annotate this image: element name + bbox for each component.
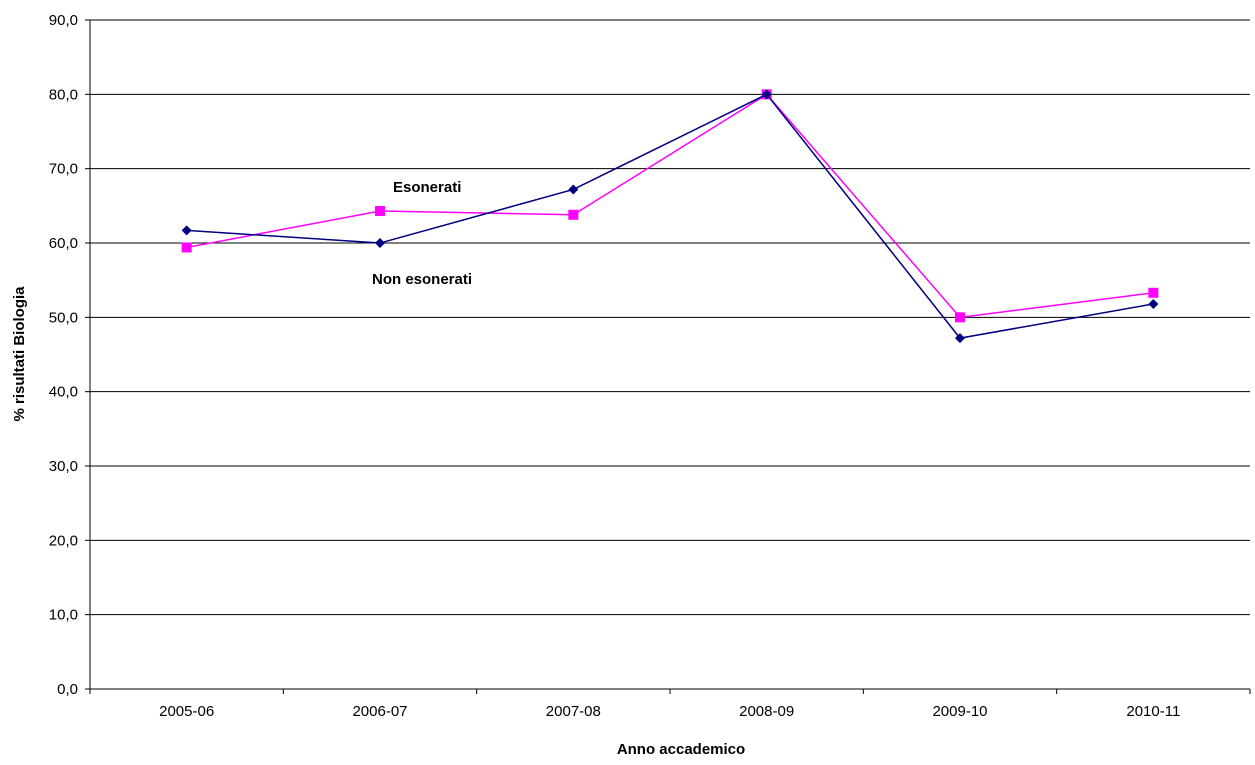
labels: 0,0 10,0 20,0 30,0 40,0 50,0 60,0 70,0 80,0 90,0 2…: [49, 12, 1181, 720]
y-tick-label: 40,0: [49, 384, 78, 401]
y-tick-label: 50,0: [49, 309, 78, 326]
data-point: [568, 184, 579, 195]
y-tick-label: 90,0: [49, 12, 78, 29]
y-tick-label: 30,0: [49, 458, 78, 475]
data-point: [955, 312, 965, 323]
annotation-esonerati: Esonerati: [393, 179, 461, 196]
data-point: [181, 225, 192, 236]
x-tick-label: 2008-09: [739, 703, 794, 720]
series-esonerati: [181, 89, 1159, 323]
axes: [85, 19, 1251, 694]
y-tick-label: 20,0: [49, 532, 78, 549]
data-point: [375, 238, 385, 248]
series-lines: [181, 89, 1159, 344]
y-tick-label: 80,0: [49, 86, 78, 103]
series-line: [186, 93, 1154, 339]
x-tick-label: 2005-06: [159, 703, 214, 720]
data-point: [1148, 287, 1159, 298]
annotation-non-esonerati: Non esonerati: [372, 271, 472, 288]
x-tick-label: 2010-11: [1126, 703, 1180, 720]
y-tick-label: 0,0: [57, 681, 78, 698]
data-point: [568, 209, 579, 220]
gridlines: [90, 19, 1250, 616]
data-point: [181, 242, 192, 253]
data-point: [761, 89, 772, 100]
y-tick-label: 70,0: [49, 161, 78, 178]
y-axis-title: % risultati Biologia: [11, 286, 28, 422]
series-non-esonerati: [181, 89, 1159, 344]
y-tick-label: 60,0: [49, 235, 78, 252]
data-point: [1148, 298, 1159, 309]
data-point: [375, 206, 385, 217]
x-axis-title: Anno accademico: [617, 741, 745, 758]
data-point: [955, 333, 965, 344]
x-tick-label: 2006-07: [352, 703, 407, 720]
x-tick-label: 2007-08: [546, 703, 601, 720]
series-line: [186, 93, 1154, 319]
y-tick-label: 10,0: [49, 607, 78, 624]
x-tick-label: 2009-10: [932, 703, 987, 720]
